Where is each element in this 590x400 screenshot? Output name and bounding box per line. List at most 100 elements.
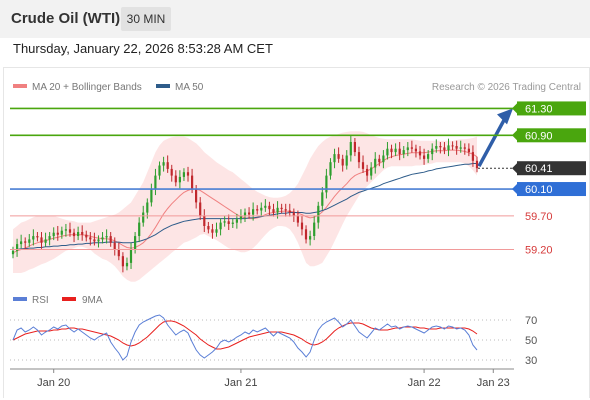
candle-body <box>154 175 157 189</box>
projection-arrow-shaft <box>477 115 508 168</box>
candle-body <box>268 205 271 210</box>
rsi-legend-label: RSI <box>32 295 49 306</box>
candle-body <box>284 209 287 211</box>
candle-body <box>467 148 470 153</box>
candle-body <box>325 175 328 193</box>
rsi-tick-50: 50 <box>525 335 537 347</box>
candle-body <box>89 237 92 240</box>
timeframe-button[interactable]: 30 MIN <box>121 7 171 31</box>
candle-body <box>321 192 324 206</box>
ma9-line <box>12 320 478 350</box>
ma20-legend-label: MA 20 + Bollinger Bands <box>32 82 142 93</box>
candle-body <box>85 234 88 238</box>
candle-body <box>239 215 242 220</box>
candle-body <box>260 207 263 211</box>
candle-body <box>68 229 72 233</box>
candle-body <box>304 229 308 240</box>
candle-body <box>439 146 442 148</box>
candle-body <box>121 256 124 267</box>
level-badge-60.10 <box>517 182 586 197</box>
candle-body <box>349 142 352 156</box>
price-plot <box>11 108 513 282</box>
candle-body <box>215 229 218 233</box>
candle-body <box>20 241 23 245</box>
candle-body <box>337 154 340 159</box>
candle-body <box>243 212 247 216</box>
candle-body <box>455 146 458 149</box>
x-tick-label: Jan 20 <box>37 377 70 389</box>
candle-body <box>459 147 462 149</box>
candle-body <box>394 148 397 153</box>
candle-body <box>56 232 59 235</box>
candle-body <box>72 232 76 237</box>
candle-body <box>109 236 112 243</box>
rsi-plot: 70 50 30 <box>10 314 537 367</box>
candle-body <box>329 162 332 176</box>
candle-body <box>182 172 185 177</box>
candle-body <box>361 162 365 169</box>
candle-body <box>125 262 129 267</box>
candle-body <box>52 232 55 237</box>
candle-body <box>423 155 426 159</box>
candle-body <box>36 236 39 238</box>
level-badge-60.90 <box>517 128 586 143</box>
candle-body <box>357 152 361 163</box>
candle-body <box>219 222 222 230</box>
candle-body <box>443 147 446 151</box>
credit-label: Research © 2026 Trading Central <box>432 82 581 93</box>
candle-body <box>231 222 234 224</box>
candle-body <box>186 172 190 176</box>
candle-body <box>317 205 320 223</box>
candle-body <box>296 215 299 223</box>
candle-body <box>447 145 450 151</box>
candle-body <box>48 236 51 240</box>
level-label-61.30: 61.30 <box>525 103 553 115</box>
candle-body <box>288 210 291 213</box>
candle-body <box>386 148 389 156</box>
candle-body <box>374 158 377 168</box>
candle-body <box>382 155 385 163</box>
candle-body <box>113 242 116 250</box>
level-badge-60.41 <box>517 161 586 176</box>
level-label-59.70: 59.70 <box>525 211 553 223</box>
projection-arrow-head <box>497 108 513 125</box>
candle-body <box>333 154 336 163</box>
candle-body <box>11 250 15 255</box>
level-badge-tip <box>512 130 517 141</box>
instrument-title: Crude Oil (WTI) <box>11 10 121 27</box>
candle-body <box>97 239 100 242</box>
candle-body <box>475 160 479 169</box>
candle-body <box>203 215 206 226</box>
candle-body <box>252 209 255 215</box>
candle-body <box>235 219 238 223</box>
candle-body <box>170 168 173 176</box>
candle-body <box>174 175 177 183</box>
candle-body <box>366 168 369 176</box>
candle-body <box>345 155 348 166</box>
candle-body <box>300 222 304 230</box>
candle-body <box>309 236 312 240</box>
candle-body <box>378 158 381 163</box>
level-label-60.90: 60.90 <box>525 130 553 142</box>
candle-body <box>60 230 63 235</box>
candle-body <box>77 232 80 236</box>
candle-body <box>101 237 104 240</box>
ma50-legend-label: MA 50 <box>175 82 204 93</box>
candle-body <box>16 244 19 251</box>
candle-body <box>28 239 31 243</box>
x-tick-label: Jan 21 <box>224 377 257 389</box>
candle-body <box>129 249 133 263</box>
x-axis: Jan 20 Jan 21 Jan 22 Jan 23 <box>37 369 510 389</box>
candle-body <box>406 147 409 151</box>
candle-body <box>248 212 251 215</box>
candle-body <box>341 158 344 166</box>
candle-body <box>451 145 454 147</box>
candle-body <box>435 146 438 149</box>
candle-body <box>264 205 267 208</box>
level-label-59.20: 59.20 <box>525 244 553 256</box>
candle-body <box>199 202 202 216</box>
candle-body <box>162 162 165 166</box>
ma9-legend-swatch <box>62 297 76 301</box>
candle-body <box>207 226 210 230</box>
candle-body <box>471 152 474 161</box>
